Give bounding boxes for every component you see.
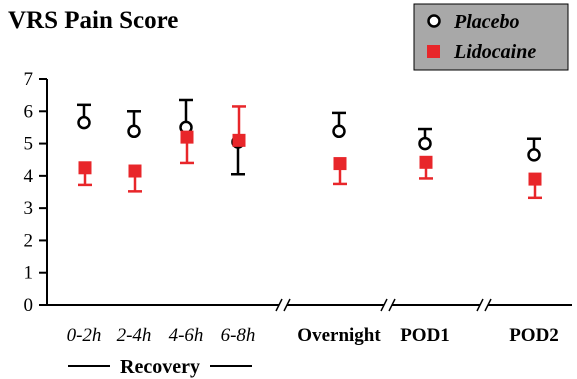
series-lidocaine (78, 106, 542, 197)
data-marks (77, 100, 542, 198)
data-point (420, 156, 433, 169)
x-tick-label: 4-6h (169, 325, 204, 346)
data-point (129, 165, 142, 178)
data-point (529, 173, 542, 186)
chart-title: VRS Pain Score (8, 7, 178, 34)
x-tick-label: POD1 (400, 325, 450, 346)
data-point (129, 126, 140, 137)
data-point (233, 134, 246, 147)
recovery-label: Recovery (120, 356, 200, 378)
y-axis: 0 1 2 3 4 5 6 7 (24, 69, 48, 316)
x-tick-label: POD2 (509, 325, 559, 346)
x-tick-label: 2-4h (117, 325, 152, 346)
legend-lidocaine-label: Lidocaine (453, 41, 536, 63)
data-point (334, 157, 347, 170)
data-point (181, 131, 194, 144)
y-tick-label: 4 (24, 166, 34, 187)
y-tick-label: 1 (24, 263, 34, 284)
y-tick-label: 6 (24, 101, 34, 122)
x-axis-labels: 0-2h 2-4h 4-6h 6-8h Overnight POD1 POD2 (47, 299, 572, 346)
y-tick-label: 7 (24, 69, 34, 90)
data-point (529, 149, 540, 160)
data-point (79, 161, 92, 174)
y-tick-label: 0 (24, 295, 34, 316)
x-tick-label: 6-8h (221, 325, 256, 346)
y-tick-label: 2 (24, 230, 34, 251)
data-point (79, 117, 90, 128)
data-point (334, 126, 345, 137)
data-point (420, 138, 431, 149)
series-placebo (77, 100, 541, 174)
legend-placebo-marker (429, 16, 440, 27)
y-tick-label: 5 (24, 134, 34, 155)
legend-placebo-label: Placebo (453, 11, 520, 33)
legend: Placebo Lidocaine (414, 4, 568, 70)
legend-lidocaine-marker (427, 45, 440, 58)
recovery-group-label: Recovery (68, 356, 252, 378)
x-tick-label: Overnight (297, 325, 381, 346)
y-tick-label: 3 (24, 198, 34, 219)
x-tick-label: 0-2h (67, 325, 102, 346)
